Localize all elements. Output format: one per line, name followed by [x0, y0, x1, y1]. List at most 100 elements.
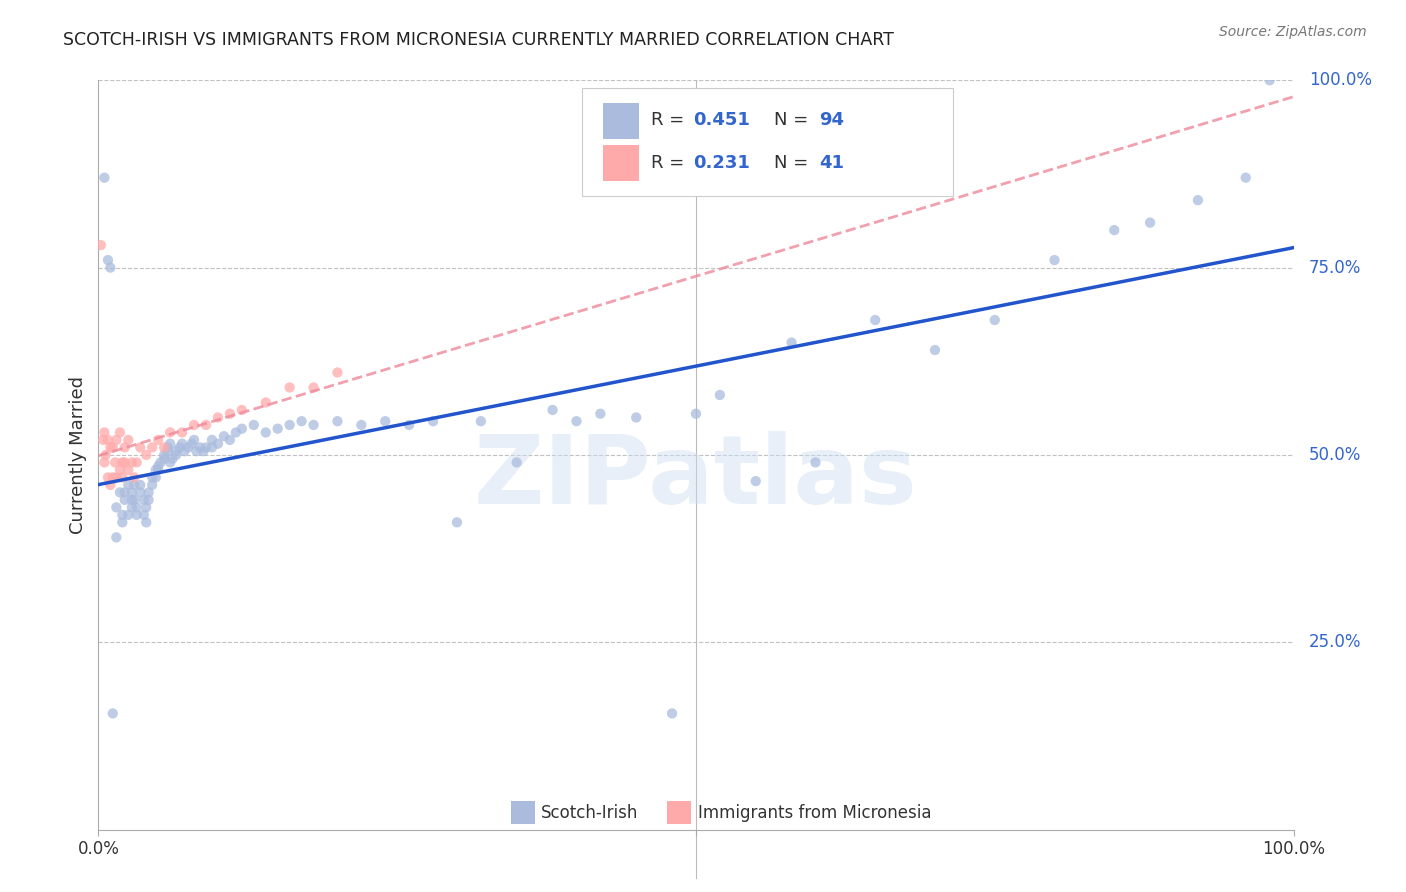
Point	[225, 425, 247, 440]
Point	[101, 706, 124, 721]
Point	[183, 417, 205, 432]
Point	[1139, 216, 1161, 230]
Point	[98, 478, 122, 492]
Point	[201, 441, 224, 455]
Point	[117, 508, 139, 522]
Point	[156, 441, 179, 455]
Point	[153, 451, 176, 466]
Point	[169, 441, 191, 455]
Point	[446, 516, 468, 530]
Point	[145, 470, 167, 484]
Point	[172, 425, 194, 440]
Bar	[603, 103, 638, 139]
Point	[302, 380, 325, 394]
Point	[93, 170, 115, 185]
Point	[177, 441, 200, 455]
Point	[180, 436, 202, 450]
Point	[745, 474, 768, 488]
Text: 50.0%: 50.0%	[1309, 446, 1361, 464]
Point	[93, 455, 115, 469]
Point	[984, 313, 1007, 327]
Point	[165, 444, 187, 458]
Point	[138, 485, 160, 500]
Point	[1104, 223, 1126, 237]
Point	[148, 459, 170, 474]
Point	[125, 455, 148, 469]
Point	[105, 530, 128, 544]
Point	[129, 478, 152, 492]
Text: ZIPatlas: ZIPatlas	[474, 431, 918, 524]
Point	[212, 429, 235, 443]
Y-axis label: Currently Married: Currently Married	[69, 376, 87, 534]
Point	[780, 335, 803, 350]
Point	[207, 410, 229, 425]
Point	[141, 441, 163, 455]
Point	[111, 508, 134, 522]
Point	[117, 478, 139, 492]
Point	[121, 492, 143, 507]
Text: Source: ZipAtlas.com: Source: ZipAtlas.com	[1219, 25, 1367, 39]
Point	[865, 313, 887, 327]
Point	[1043, 253, 1066, 268]
Point	[159, 455, 181, 469]
Point	[326, 414, 349, 428]
Text: N =: N =	[773, 111, 814, 129]
Point	[1258, 73, 1281, 87]
Point	[186, 444, 208, 458]
FancyBboxPatch shape	[582, 87, 953, 196]
Point	[108, 463, 131, 477]
Point	[125, 500, 148, 515]
Point	[141, 470, 163, 484]
Point	[105, 500, 128, 515]
Point	[254, 425, 277, 440]
Point	[132, 508, 155, 522]
Point	[141, 478, 163, 492]
Point	[254, 395, 277, 409]
Point	[97, 253, 120, 268]
Point	[195, 417, 218, 432]
Point	[97, 470, 120, 484]
Point	[148, 433, 170, 447]
Point	[104, 455, 127, 469]
Point	[114, 441, 136, 455]
Point	[267, 422, 290, 436]
Point	[291, 414, 314, 428]
Text: 100.0%: 100.0%	[1309, 71, 1372, 89]
Point	[156, 444, 179, 458]
Point	[685, 407, 707, 421]
Point	[124, 478, 146, 492]
Point	[661, 706, 683, 721]
Point	[105, 470, 128, 484]
Point	[94, 448, 117, 462]
Point	[219, 407, 242, 421]
Point	[138, 492, 160, 507]
Text: 75.0%: 75.0%	[1309, 259, 1361, 277]
Point	[135, 448, 157, 462]
Point	[105, 433, 128, 447]
Point	[804, 455, 827, 469]
Point	[188, 441, 211, 455]
Point	[101, 441, 124, 455]
Text: SCOTCH-IRISH VS IMMIGRANTS FROM MICRONESIA CURRENTLY MARRIED CORRELATION CHART: SCOTCH-IRISH VS IMMIGRANTS FROM MICRONES…	[63, 31, 894, 49]
Point	[165, 448, 187, 462]
Point	[124, 492, 146, 507]
Point	[117, 433, 139, 447]
Point	[924, 343, 946, 357]
Point	[153, 441, 176, 455]
Point	[278, 380, 301, 394]
Point	[108, 485, 131, 500]
Point	[90, 238, 112, 252]
Text: 41: 41	[820, 153, 844, 171]
Point	[121, 455, 143, 469]
Point	[149, 455, 172, 469]
Text: 25.0%: 25.0%	[1309, 633, 1361, 651]
Text: N =: N =	[773, 153, 814, 171]
Point	[589, 407, 612, 421]
Point	[114, 455, 136, 469]
Point	[121, 500, 143, 515]
Point	[326, 366, 349, 380]
Point	[172, 436, 194, 450]
Point	[114, 492, 136, 507]
Point	[135, 516, 157, 530]
Point	[91, 433, 114, 447]
